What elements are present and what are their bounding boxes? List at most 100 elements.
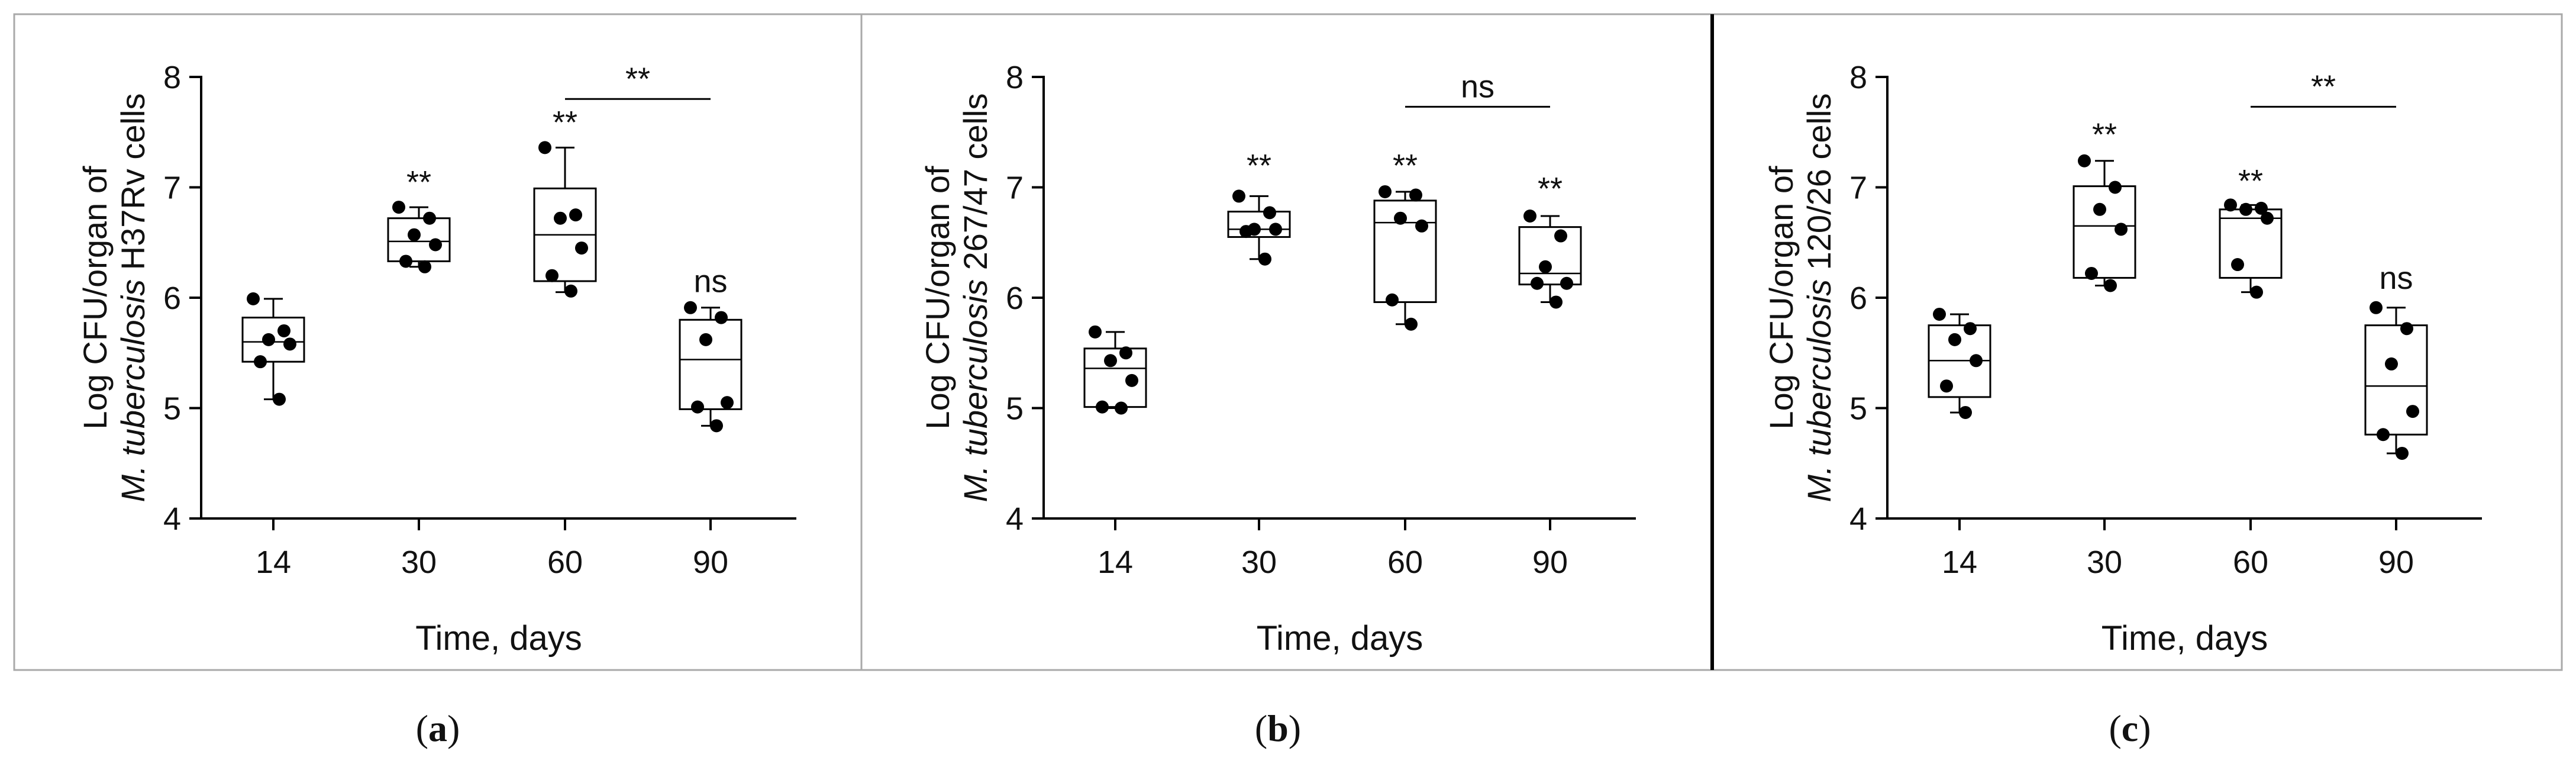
data-point [684,301,697,314]
data-point [1531,276,1544,290]
x-axis-label: Time, days [2102,619,2268,658]
caption-letter: a [428,707,447,749]
y-axis-label-line1: Log CFU/organ of [919,166,956,430]
data-point [1405,317,1418,331]
data-point [2385,357,2398,371]
x-tick-label: 60 [2233,545,2268,580]
data-point [2239,202,2252,216]
data-point [1409,188,1422,202]
data-point [1258,252,1271,266]
y-axis-label-species: M. tuberculosis [957,279,994,502]
y-tick-label: 5 [1006,391,1024,427]
data-point [710,419,723,433]
data-point [2078,154,2091,167]
data-point [1089,325,1102,339]
y-axis-label-strain: 267/47 cells [957,93,994,279]
box-iqr [2364,324,2428,436]
data-point [283,337,296,351]
data-point [2396,446,2409,460]
data-point [691,400,704,414]
data-point [1523,209,1536,223]
y-tick-label: 8 [1006,60,1024,95]
y-axis-label-species: M. tuberculosis [114,279,151,502]
data-point [554,211,567,225]
data-point [2400,322,2413,336]
y-axis-label-line2: M. tuberculosis 120/26 cells [1800,93,1838,502]
data-point [1379,185,1392,198]
data-point [2109,181,2122,194]
caption-close: ) [1289,707,1301,749]
significance-label: ** [1393,148,1418,183]
data-point [2085,266,2098,280]
data-point [538,141,551,154]
significance-label: ns [693,264,727,299]
x-tick-label: 30 [1241,545,1277,580]
y-tick-label: 4 [1006,501,1024,537]
significance-label: ** [406,165,431,200]
data-point [2377,428,2390,442]
data-point [1125,373,1138,387]
y-tick-label: 4 [1849,501,1867,537]
box-iqr [679,318,743,410]
data-point [569,208,582,222]
significance-label: ** [1538,171,1563,207]
y-tick-label: 7 [1849,170,1867,206]
data-point [2250,285,2263,299]
box-iqr [387,217,451,262]
caption-letter: c [2122,707,2138,749]
data-point [1948,333,1961,346]
y-axis-label-strain: H37Rv cells [114,94,151,279]
data-point [1964,322,1977,336]
data-point [1115,401,1128,415]
x-tick-label: 14 [1097,545,1133,580]
data-point [2224,198,2237,212]
data-point [1232,189,1245,203]
y-tick-label: 6 [1849,281,1867,316]
data-point [575,241,588,255]
data-point [254,355,267,369]
data-point [1269,223,1282,236]
caption-open: ( [2109,707,2121,749]
data-point [1415,219,1428,233]
data-point [2370,301,2383,314]
y-tick-label: 7 [1006,170,1024,206]
data-point [429,238,442,252]
y-tick-label: 7 [163,170,181,206]
data-point [1394,211,1407,225]
significance-label: ns [2379,260,2413,296]
y-axis-label-line1: Log CFU/organ of [76,166,114,430]
caption-close: ) [2138,707,2151,749]
data-point [721,396,734,410]
data-point [392,201,405,214]
y-axis-label-strain: 120/26 cells [1800,93,1838,279]
data-point [1933,307,1946,321]
data-point [418,260,431,273]
data-point [1959,405,1972,419]
comparison-label: ns [1461,69,1494,104]
data-point [1554,229,1567,243]
x-tick-label: 30 [2087,545,2122,580]
data-point [399,255,412,268]
data-point [1239,225,1253,239]
x-axis-label: Time, days [415,619,582,658]
caption-open: ( [1255,707,1267,749]
data-point [2255,201,2268,215]
data-point [277,324,290,337]
box-iqr [1518,226,1582,286]
x-tick-label: 90 [2378,545,2414,580]
data-point [1096,400,1109,414]
data-point [2261,211,2274,225]
data-point [545,269,559,282]
y-tick-label: 5 [163,391,181,427]
panel-caption: (a) [416,707,460,749]
y-axis-label-line2: M. tuberculosis H37Rv cells [114,94,151,502]
significance-label: ** [553,105,577,140]
y-tick-label: 5 [1849,391,1867,427]
data-point [408,228,421,241]
data-point [564,284,577,298]
box-iqr [1227,211,1291,238]
x-tick-label: 90 [693,545,728,580]
caption-open: ( [416,707,428,749]
x-tick-label: 90 [1532,545,1568,580]
